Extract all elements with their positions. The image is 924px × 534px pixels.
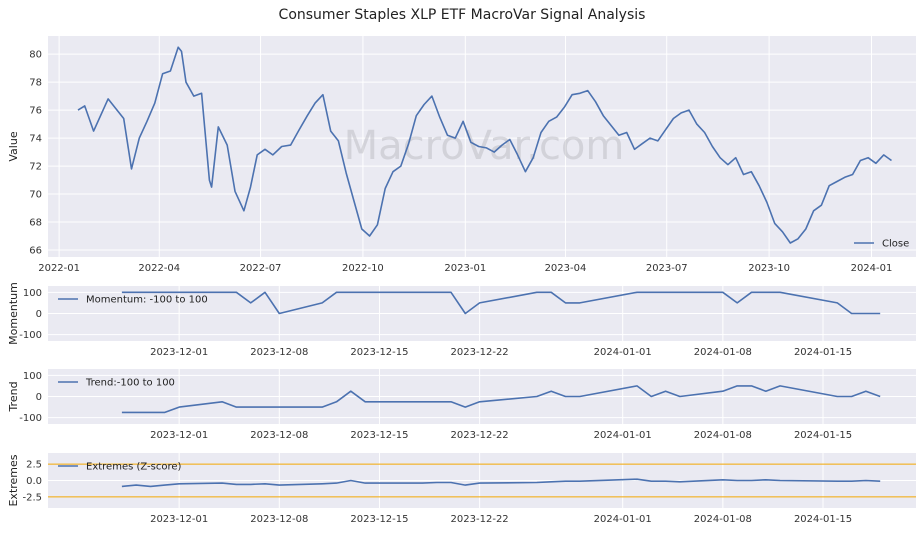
y-tick-label: 78	[29, 78, 42, 89]
watermark: MacroVar.com	[344, 123, 625, 169]
x-tick-label: 2024-01-01	[594, 514, 652, 525]
x-tick-label: 2023-04	[545, 263, 587, 274]
y-tick-label: 70	[29, 190, 42, 201]
x-tick-label: 2023-12-08	[250, 514, 308, 525]
y-tick-label: 2.5	[26, 460, 42, 471]
series-line-trend	[121, 385, 881, 414]
panel-extremes: -2.5 0.0 2.5 2023-12-01 2023-12-08 2023-12-15…	[7, 453, 916, 525]
y-axis-label: Momentum	[7, 282, 20, 345]
x-tick-label: 2024-01-08	[694, 430, 752, 441]
legend-label: Momentum: -100 to 100	[86, 295, 208, 306]
y-tick-label: -100	[19, 413, 42, 424]
x-tick-label: 2023-12-01	[150, 514, 208, 525]
legend-trend: Trend:-100 to 100	[58, 378, 175, 389]
x-tick-label: 2023-07	[646, 263, 688, 274]
x-tick-label: 2022-07	[240, 263, 282, 274]
x-tick-label: 2023-01	[444, 263, 486, 274]
series-line-extremes	[121, 478, 881, 488]
series-line-momentum	[121, 291, 881, 315]
legend-label: Close	[882, 239, 909, 250]
panels: 66 68 70 72 74 76 78 80 2022-01 2022-04 2022-07 202…	[7, 36, 916, 525]
x-tick-label: 2024-01-01	[594, 430, 652, 441]
y-tick-label: 76	[29, 106, 42, 117]
x-tick-label: 2024-01-15	[794, 430, 852, 441]
chart-title: Consumer Staples XLP ETF MacroVar Signal…	[279, 7, 646, 23]
x-tick-label: 2023-12-22	[451, 514, 509, 525]
x-tick-label: 2022-10	[342, 263, 384, 274]
y-tick-label: 0	[36, 309, 42, 320]
legend-label: Extremes (Z-score)	[86, 462, 182, 473]
x-tick-label: 2024-01-01	[594, 347, 652, 358]
x-tick-label: 2023-10	[748, 263, 790, 274]
panel-trend: -100 0 100 2023-12-01 2023-12-08 2023-12-15 20…	[7, 369, 916, 441]
y-tick-label: -100	[19, 330, 42, 341]
y-axis-label: Extremes	[7, 454, 20, 506]
x-tick-label: 2024-01-15	[794, 514, 852, 525]
legend-momentum: Momentum: -100 to 100	[58, 295, 208, 306]
x-tick-label: 2022-04	[138, 263, 180, 274]
x-tick-label: 2023-12-15	[350, 514, 408, 525]
y-tick-label: -2.5	[22, 492, 42, 503]
x-tick-label: 2024-01-08	[694, 514, 752, 525]
y-tick-label: 68	[29, 218, 42, 229]
x-tick-label: 2023-12-01	[150, 430, 208, 441]
x-tick-label: 2023-12-22	[451, 430, 509, 441]
x-tick-label: 2023-12-22	[451, 347, 509, 358]
panel-momentum: -100 0 100 2023-12-01 2023-12-08 2023-12-15 20…	[7, 282, 916, 358]
legend-extremes: Extremes (Z-score)	[58, 462, 182, 473]
y-axis-label: Value	[7, 131, 20, 161]
y-tick-label: 0	[36, 392, 42, 403]
series-line-close	[77, 46, 892, 244]
y-tick-label: 66	[29, 246, 42, 257]
y-tick-label: 72	[29, 162, 42, 173]
x-tick-label: 2023-12-15	[350, 347, 408, 358]
panel-close: 66 68 70 72 74 76 78 80 2022-01 2022-04 2022-07 202…	[7, 36, 916, 274]
x-tick-label: 2023-12-08	[250, 430, 308, 441]
y-tick-label: 80	[29, 50, 42, 61]
y-tick-label: 0.0	[26, 476, 42, 487]
x-tick-label: 2024-01-15	[794, 347, 852, 358]
y-tick-label: 100	[23, 371, 42, 382]
legend-label: Trend:-100 to 100	[85, 378, 175, 389]
x-tick-label: 2023-12-08	[250, 347, 308, 358]
y-tick-label: 100	[23, 288, 42, 299]
x-tick-label: 2022-01	[38, 263, 80, 274]
x-tick-label: 2023-12-15	[350, 430, 408, 441]
y-tick-label: 74	[29, 134, 42, 145]
x-tick-label: 2023-12-01	[150, 347, 208, 358]
legend-close: Close	[854, 239, 909, 250]
y-axis-label: Trend	[7, 381, 20, 412]
x-tick-label: 2024-01	[851, 263, 893, 274]
x-tick-label: 2024-01-08	[694, 347, 752, 358]
